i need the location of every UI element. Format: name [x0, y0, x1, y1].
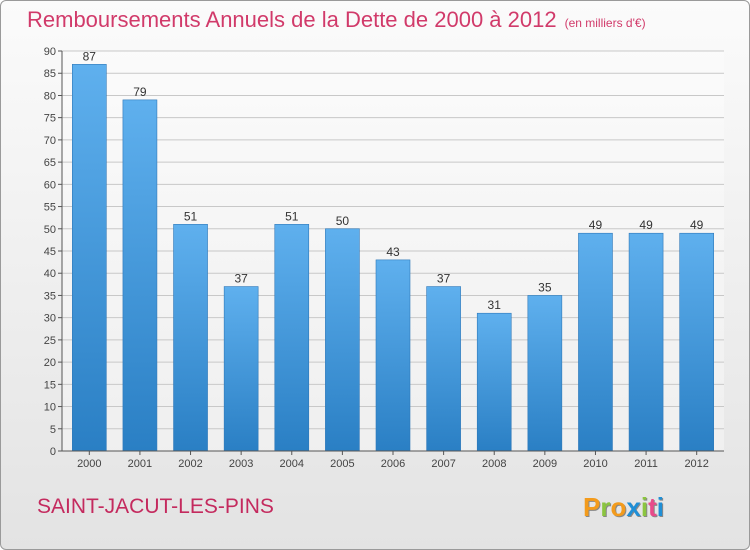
x-tick-label: 2010 [583, 458, 607, 470]
y-tick-label: 65 [44, 157, 56, 169]
bar [527, 295, 563, 452]
data-label: 49 [639, 218, 653, 232]
data-label: 43 [386, 245, 400, 259]
y-tick-label: 70 [44, 135, 56, 147]
x-tick-label: 2001 [128, 458, 152, 470]
y-tick-label: 25 [44, 335, 56, 347]
bar [628, 232, 664, 452]
y-tick-label: 50 [44, 224, 56, 236]
proxiti-logo[interactable]: Proxiti [583, 492, 664, 523]
axes: 0 5 10 15 20 25 30 35 40 45 50 55 60 65 70 75 80 85 90 2000… [44, 46, 724, 470]
bar [274, 224, 310, 452]
data-label: 49 [690, 218, 704, 232]
logo-letter: P [583, 492, 601, 522]
logo-letter: i [640, 492, 649, 522]
chart-title-text: Remboursements Annuels de la Dette de 20… [27, 7, 557, 32]
bar [375, 259, 411, 452]
data-label: 35 [538, 280, 552, 294]
x-tick-label: 2008 [482, 458, 506, 470]
data-label: 49 [589, 218, 603, 232]
chart-title: Remboursements Annuels de la Dette de 20… [27, 7, 646, 33]
bars: 87 79 51 37 51 50 43 37 31 35 49 49 49 [72, 49, 714, 452]
bar [325, 228, 360, 452]
x-tick-label: 2011 [634, 458, 658, 470]
y-tick-label: 10 [44, 402, 56, 414]
logo-letter: r [600, 492, 611, 522]
x-tick-label: 2000 [77, 458, 101, 470]
y-tick-label: 75 [44, 113, 56, 125]
data-label: 51 [285, 209, 299, 223]
data-label: 50 [336, 214, 350, 228]
bar [476, 312, 512, 452]
bar [426, 286, 461, 452]
logo-letter: o [610, 492, 627, 522]
bar [72, 64, 107, 452]
y-tick-label: 35 [44, 290, 56, 302]
y-tick-label: 85 [44, 68, 56, 80]
x-tick-label: 2002 [178, 458, 202, 470]
chart-subtitle: (en milliers d'€) [564, 16, 646, 30]
x-tick-label: 2012 [684, 458, 708, 470]
logo-letter: i [656, 492, 664, 522]
x-tick-label: 2007 [431, 458, 455, 470]
y-tick-label: 5 [50, 424, 56, 436]
bar [223, 286, 259, 452]
data-label: 37 [437, 272, 451, 286]
y-tick-label: 45 [44, 246, 56, 258]
x-tick-label: 2004 [280, 458, 304, 470]
logo-letter: t [648, 492, 657, 522]
y-tick-label: 90 [44, 46, 56, 58]
x-tick-label: 2003 [229, 458, 253, 470]
bar [122, 99, 158, 452]
bar [679, 232, 714, 452]
bar [578, 232, 613, 452]
y-tick-label: 15 [44, 379, 56, 391]
x-tick-label: 2009 [533, 458, 557, 470]
data-label: 79 [133, 85, 147, 99]
data-label: 31 [488, 298, 502, 312]
town-name: SAINT-JACUT-LES-PINS [37, 495, 274, 518]
data-label: 87 [83, 49, 97, 63]
bar [173, 224, 208, 452]
x-tick-label: 2006 [381, 458, 405, 470]
y-tick-label: 20 [44, 357, 56, 369]
data-label: 51 [184, 209, 198, 223]
x-tick-label: 2005 [330, 458, 354, 470]
logo-letter: x [626, 492, 641, 522]
data-label: 37 [234, 272, 248, 286]
y-tick-label: 40 [44, 268, 56, 280]
y-tick-label: 30 [44, 313, 56, 325]
y-tick-label: 55 [44, 202, 56, 214]
y-tick-label: 0 [50, 446, 56, 458]
y-tick-label: 80 [44, 90, 56, 102]
y-tick-label: 60 [44, 179, 56, 191]
